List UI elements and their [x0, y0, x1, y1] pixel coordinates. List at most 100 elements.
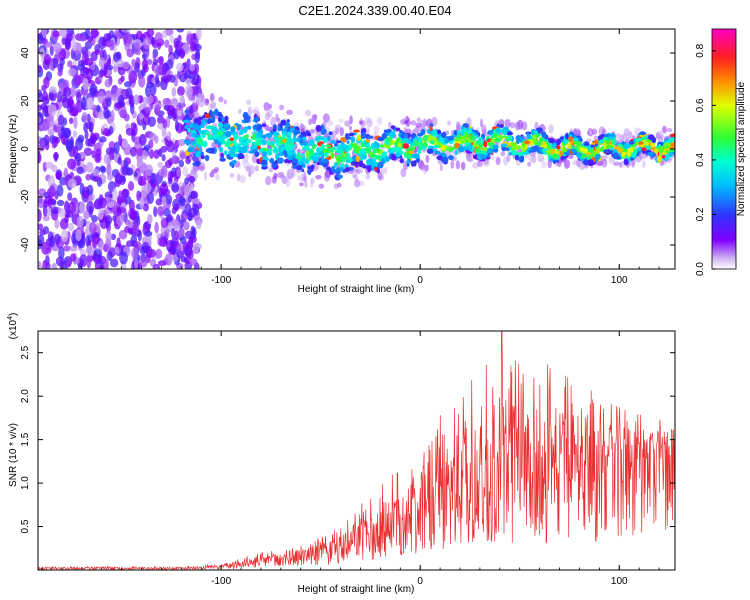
halo-blob [334, 124, 342, 132]
signal-blob [506, 131, 514, 136]
noise-blob [171, 218, 179, 227]
signal-blob [530, 129, 535, 136]
signal-blob [559, 150, 563, 157]
signal-blob [324, 151, 329, 158]
noise-blob [147, 248, 156, 258]
noise-blob [56, 199, 65, 207]
signal-blob [273, 136, 279, 141]
signal-blob [456, 129, 461, 135]
noise-blob [41, 29, 47, 38]
signal-blob [318, 136, 325, 141]
noise-blob [157, 237, 165, 247]
signal-blob [551, 148, 555, 154]
signal-blob [209, 109, 213, 117]
signal-blob [429, 123, 434, 128]
signal-blob [587, 159, 594, 167]
signal-blob [536, 141, 542, 146]
halo-blob [191, 165, 197, 176]
noise-blob [92, 168, 100, 177]
noise-blob [192, 242, 200, 255]
noise-blob [82, 77, 89, 91]
noise-blob [84, 57, 94, 66]
noise-blob [141, 149, 148, 160]
noise-blob [140, 185, 148, 198]
signal-blob [228, 150, 232, 155]
signal-blob [206, 125, 213, 130]
noise-blob [164, 39, 170, 48]
halo-blob [326, 120, 334, 127]
signal-blob [315, 124, 322, 132]
noise-blob [58, 82, 64, 94]
snr-xtick-label: -100 [211, 576, 231, 587]
noise-blob [86, 113, 91, 122]
halo-blob [506, 153, 511, 163]
noise-blob [38, 150, 41, 164]
signal-blob [344, 167, 350, 172]
signal-blob [426, 148, 434, 154]
halo-blob [425, 154, 430, 164]
signal-blob [595, 149, 599, 154]
signal-blob [227, 146, 232, 150]
signal-blob [233, 139, 237, 147]
noise-blob [141, 242, 150, 253]
signal-blob [530, 147, 534, 152]
noise-blob [113, 64, 118, 73]
halo-blob [548, 123, 554, 134]
noise-blob [108, 247, 116, 258]
signal-blob [567, 144, 572, 149]
signal-blob [333, 162, 338, 168]
signal-blob [353, 146, 360, 153]
noise-blob [126, 48, 134, 58]
noise-blob [65, 259, 72, 268]
noise-blob [85, 245, 95, 256]
noise-blob [176, 109, 183, 117]
signal-blob [286, 150, 292, 158]
signal-blob [383, 129, 388, 134]
signal-blob [494, 137, 501, 143]
noise-blob [183, 221, 190, 231]
halo-blob [491, 154, 495, 161]
halo-blob [349, 126, 353, 131]
signal-blob [327, 135, 331, 142]
signal-blob [237, 124, 242, 128]
noise-blob [123, 159, 128, 169]
signal-blob [512, 144, 518, 151]
noise-blob [85, 138, 92, 147]
noise-blob [43, 41, 53, 48]
halo-blob [631, 158, 636, 168]
noise-blob [168, 246, 174, 253]
signal-blob [381, 151, 388, 158]
noise-blob [157, 161, 163, 169]
halo-blob [466, 156, 473, 162]
noise-blob [87, 195, 93, 203]
signal-blob [335, 140, 342, 144]
signal-blob [646, 152, 654, 156]
noise-blob [117, 156, 122, 165]
halo-blob [661, 125, 667, 134]
noise-blob [100, 166, 107, 174]
signal-blob [282, 133, 286, 138]
signal-blob [354, 160, 359, 168]
halo-blob [354, 173, 359, 182]
signal-blob [361, 127, 367, 134]
noise-blob [42, 204, 48, 217]
signal-blob [568, 136, 574, 143]
halo-blob [593, 135, 599, 141]
signal-blob [187, 139, 191, 146]
noise-blob [95, 148, 102, 157]
signal-blob [200, 154, 205, 160]
signal-blob [224, 115, 229, 122]
noise-blob [174, 120, 180, 132]
noise-blob [147, 191, 154, 204]
noise-blob [165, 194, 173, 205]
signal-blob [460, 130, 465, 136]
noise-blob [124, 219, 131, 226]
halo-blob [304, 180, 308, 188]
halo-blob [415, 122, 423, 128]
signal-blob [357, 134, 362, 142]
noise-blob [165, 216, 173, 223]
halo-blob [383, 167, 388, 174]
signal-blob [307, 132, 312, 137]
signal-blob [580, 151, 587, 159]
